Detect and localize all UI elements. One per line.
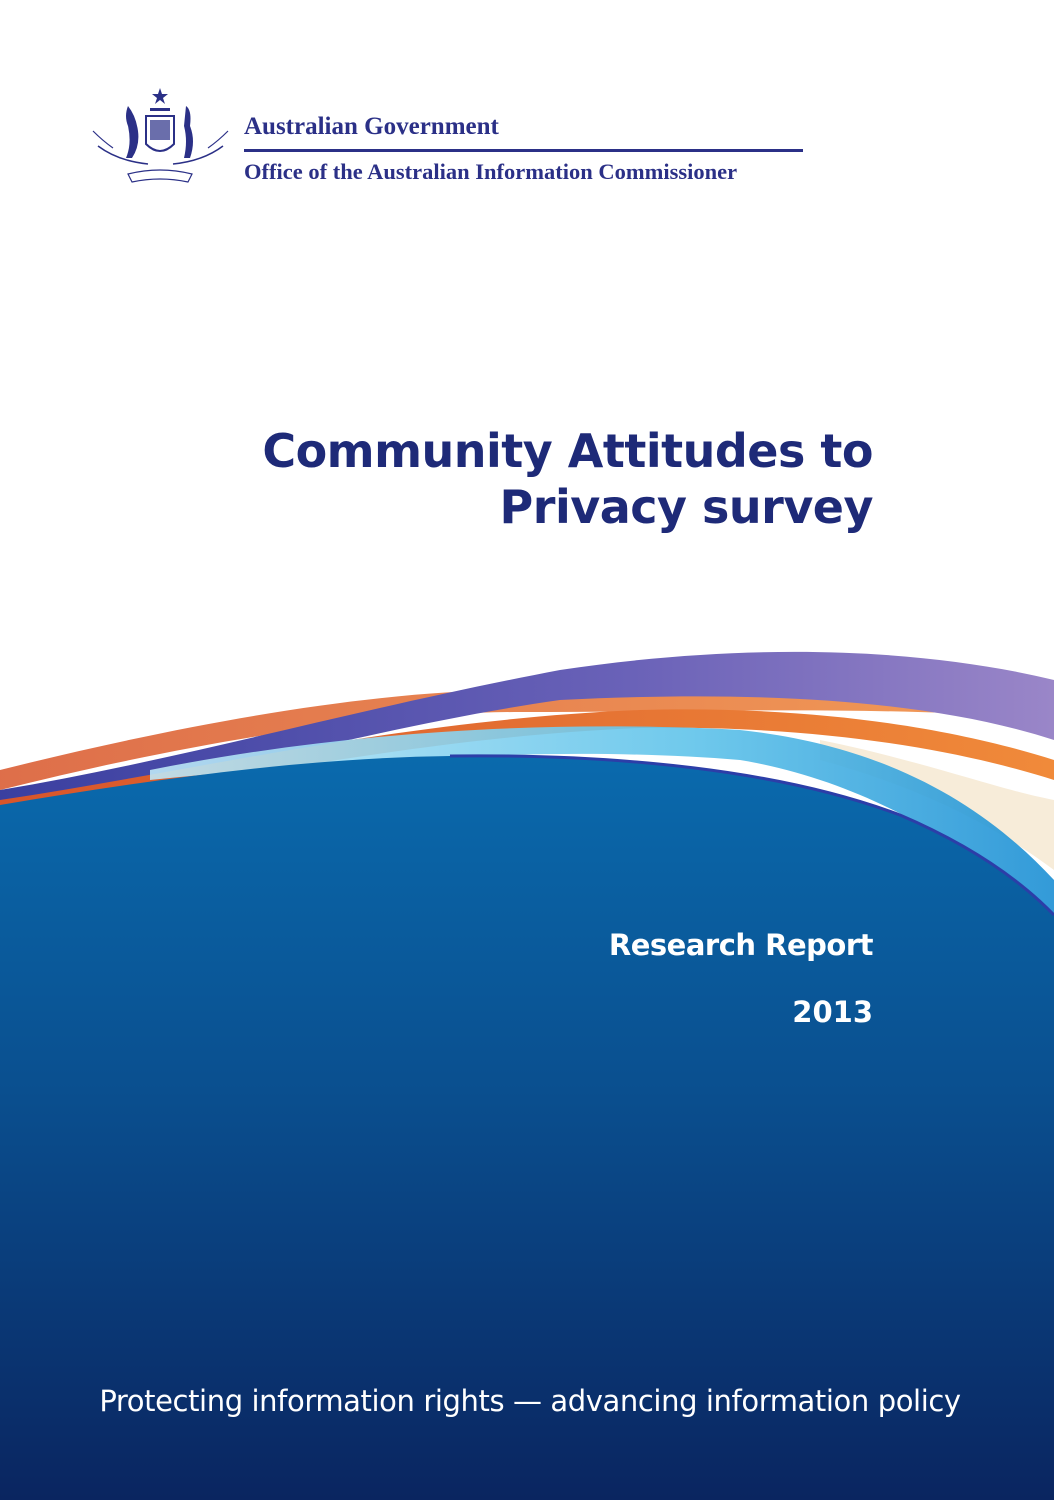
title-line-1: Community Attitudes to: [262, 424, 873, 478]
tagline: Protecting information rights — advancin…: [99, 1384, 961, 1418]
ribbon-dark-blue-edge: [449, 754, 1054, 917]
ribbon-purple: [0, 651, 1054, 805]
office-name: Office of the Australian Information Com…: [244, 159, 738, 184]
government-name: Australian Government: [244, 113, 499, 140]
blue-body: [0, 755, 1054, 1500]
header-divider: [244, 149, 803, 152]
coat-of-arms-logo: [92, 88, 229, 183]
ribbon-light-blue: [150, 726, 1054, 915]
report-year: 2013: [792, 995, 873, 1029]
title-line-2: Privacy survey: [499, 480, 874, 534]
report-type: Research Report: [608, 928, 874, 962]
